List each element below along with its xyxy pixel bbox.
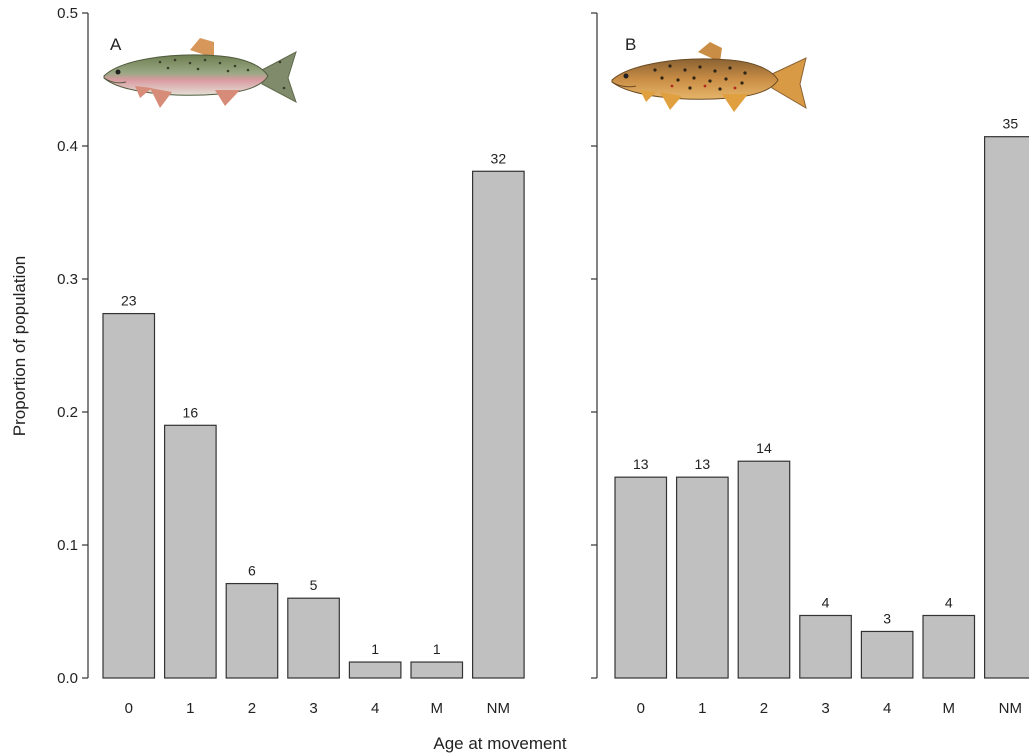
x-tick-label: 1 — [186, 700, 194, 717]
x-axis-title: Age at movement — [433, 734, 567, 753]
bar-0 — [102, 312, 156, 679]
y-ticks: 0.0 0.1 0.2 0.3 0.4 0.5 — [57, 5, 88, 687]
bar-count-label: 5 — [310, 577, 318, 593]
bar-count-label: 1 — [433, 641, 441, 657]
x-tick-label: 4 — [371, 700, 379, 717]
bar-count-label: 13 — [633, 456, 649, 472]
bar-3 — [799, 614, 852, 679]
x-tick-label: M — [943, 700, 956, 717]
panel-a-label: A — [110, 35, 122, 54]
y-axis: 0.0 0.1 0.2 0.3 0.4 0.5 — [57, 5, 89, 687]
bar-0 — [614, 476, 668, 679]
x-tick-label: 3 — [309, 700, 317, 717]
y-axis-title: Proportion of population — [10, 256, 29, 437]
bar-nm — [983, 136, 1029, 679]
x-ticks-panel-a: 0 1 2 3 4 M NM — [125, 700, 510, 717]
bar-2 — [737, 460, 791, 679]
bar-count-label: 1 — [371, 641, 379, 657]
bar-labels-panel-a: 23 16 6 5 1 1 32 — [121, 150, 506, 657]
bar-count-label: 14 — [756, 440, 772, 456]
x-tick-label: 1 — [698, 700, 706, 717]
bar-3 — [287, 597, 340, 679]
bar-count-label: 32 — [491, 150, 507, 166]
bar-count-label: 13 — [695, 456, 711, 472]
x-tick-label: NM — [487, 700, 510, 717]
bars-panel-a — [102, 170, 525, 679]
bar-count-label: 4 — [822, 594, 830, 610]
x-ticks-panel-b: 0 1 2 3 4 M NM — [637, 700, 1022, 717]
x-tick-label: 2 — [248, 700, 256, 717]
bar-1 — [675, 476, 729, 679]
bars-panel-b — [614, 136, 1029, 679]
x-tick-label: M — [431, 700, 444, 717]
rainbow-trout-icon — [103, 38, 297, 108]
x-tick-label: 2 — [760, 700, 768, 717]
panel-b: B 13 13 14 4 3 4 35 0 1 2 3 4 M NM — [611, 35, 1029, 717]
bar-m — [410, 661, 464, 679]
bar-2 — [225, 582, 279, 679]
bar-count-label: 16 — [183, 404, 199, 420]
x-tick-label: 0 — [125, 700, 133, 717]
panel-b-label: B — [625, 35, 636, 54]
y-tick-label: 0.1 — [57, 537, 78, 554]
bar-4 — [348, 661, 402, 679]
bar-count-label: 35 — [1003, 116, 1019, 132]
y-tick-label: 0.3 — [57, 271, 78, 288]
x-tick-label: 4 — [883, 700, 891, 717]
bar-count-label: 3 — [883, 610, 891, 626]
y-tick-label: 0.0 — [57, 670, 78, 687]
y-ticks-panel-b — [591, 12, 597, 679]
x-tick-label: NM — [999, 700, 1022, 717]
bar-1 — [164, 424, 217, 679]
bar-labels-panel-b: 13 13 14 4 3 4 35 — [633, 116, 1018, 627]
bar-4 — [860, 630, 914, 679]
y-tick-label: 0.4 — [57, 138, 78, 155]
x-tick-label: 0 — [637, 700, 645, 717]
bar-count-label: 23 — [121, 293, 137, 309]
x-tick-label: 3 — [821, 700, 829, 717]
bar-count-label: 6 — [248, 563, 256, 579]
y-tick-label: 0.2 — [57, 404, 78, 421]
bar-m — [922, 614, 976, 679]
bar-count-label: 4 — [945, 594, 953, 610]
y-tick-label: 0.5 — [57, 5, 78, 22]
bar-nm — [472, 170, 525, 679]
brown-trout-icon — [611, 42, 807, 112]
